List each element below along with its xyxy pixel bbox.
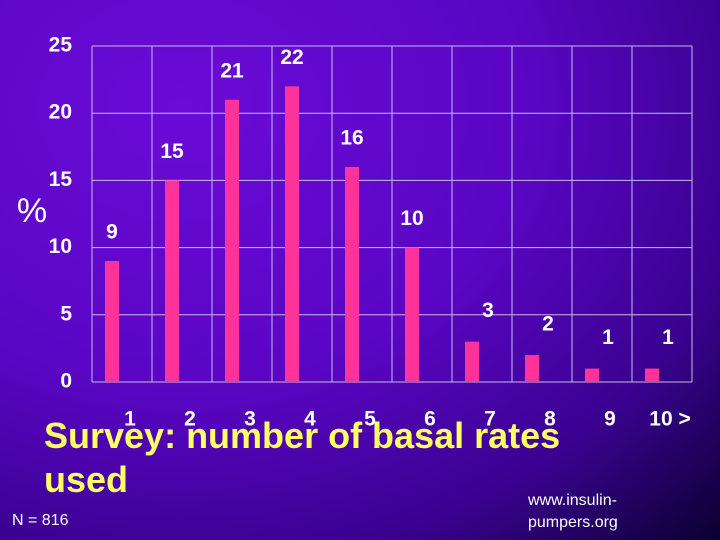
value-label: 1 bbox=[662, 326, 674, 349]
x-tick-label: 10 > bbox=[649, 408, 690, 431]
x-tick-label: 4 bbox=[304, 408, 316, 431]
x-tick-label: 6 bbox=[424, 408, 436, 431]
value-label: 9 bbox=[106, 221, 118, 244]
y-axis-label: % bbox=[17, 192, 47, 230]
bar bbox=[165, 180, 179, 382]
value-label: 10 bbox=[400, 207, 423, 230]
bar bbox=[345, 166, 359, 382]
bar bbox=[105, 261, 119, 382]
y-tick-label: 0 bbox=[60, 370, 72, 393]
x-tick-label: 2 bbox=[184, 408, 196, 431]
y-tick-label: 25 bbox=[49, 34, 73, 57]
value-label: 3 bbox=[482, 299, 494, 322]
y-tick-label: 20 bbox=[49, 101, 72, 124]
value-label: 15 bbox=[160, 140, 184, 163]
value-label: 1 bbox=[602, 326, 614, 349]
bar bbox=[645, 368, 659, 382]
y-tick-label: 15 bbox=[49, 168, 73, 191]
bar bbox=[585, 368, 599, 382]
y-tick-label: 10 bbox=[49, 235, 72, 258]
source: www.insulin-pumpers.org bbox=[528, 492, 618, 531]
bar bbox=[285, 86, 299, 382]
chart-title: Survey: number of basal rates used bbox=[44, 415, 561, 500]
x-tick-label: 8 bbox=[544, 408, 556, 431]
x-tick-label: 3 bbox=[244, 408, 256, 431]
value-label: 2 bbox=[542, 313, 554, 336]
x-tick-label: 5 bbox=[364, 408, 376, 431]
value-label: 16 bbox=[340, 127, 363, 150]
bar bbox=[225, 99, 239, 382]
bar bbox=[465, 341, 479, 382]
value-label: 21 bbox=[220, 59, 244, 82]
x-tick-label: 7 bbox=[484, 408, 496, 431]
x-tick-label: 1 bbox=[124, 408, 136, 431]
value-label: 22 bbox=[280, 46, 303, 69]
sample-size: N = 816 bbox=[12, 512, 69, 529]
y-tick-label: 5 bbox=[60, 302, 72, 325]
x-tick-label: 9 bbox=[604, 408, 616, 431]
bar bbox=[405, 247, 419, 382]
bar bbox=[525, 355, 539, 382]
